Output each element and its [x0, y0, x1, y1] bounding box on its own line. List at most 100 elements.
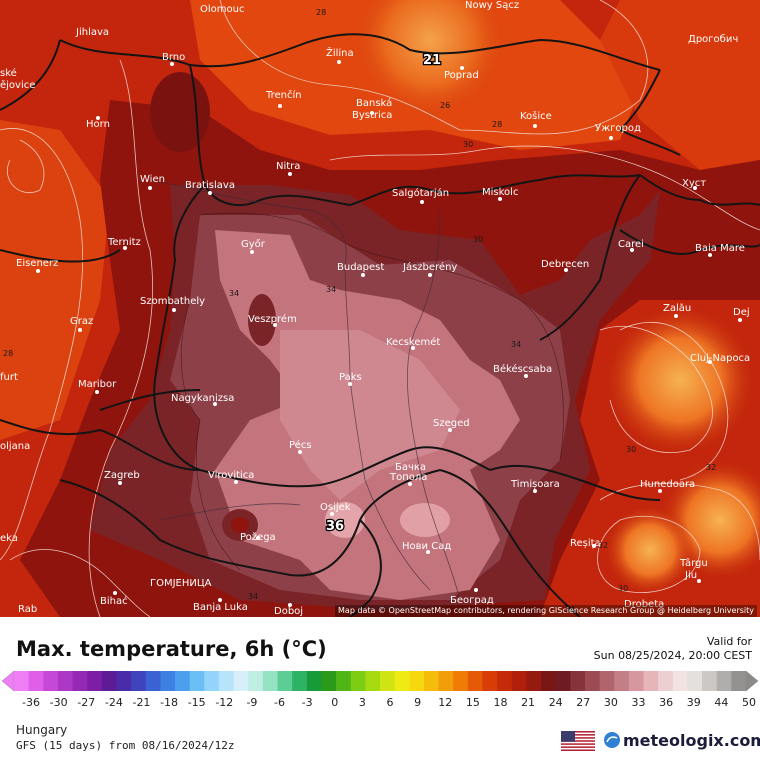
city-hunedoara[interactable]: Hunedoara [640, 479, 695, 493]
city-cluj-napoca[interactable]: Cluj-Napoca [690, 353, 750, 364]
city-paks[interactable]: Paks [339, 372, 362, 386]
city-horn[interactable]: Horn [86, 116, 110, 130]
scale-tick-label: -9 [246, 696, 258, 709]
city-zagreb[interactable]: Zagreb [104, 470, 140, 485]
scale-swatch [628, 671, 644, 691]
us-flag-icon[interactable] [561, 731, 595, 751]
city-partial-ceske[interactable]: ské [0, 67, 17, 79]
city-banja-luka[interactable]: Banja Luka [193, 598, 248, 613]
city-ternitz[interactable]: Ternitz [107, 237, 141, 250]
city-drohobych[interactable]: Дрогобич [688, 34, 738, 45]
city-nitra[interactable]: Nitra [276, 161, 300, 176]
svg-text:Debrecen: Debrecen [541, 259, 589, 270]
svg-text:Zalău: Zalău [663, 303, 691, 314]
city-kosice[interactable]: Košice [520, 110, 552, 128]
city-zalau[interactable]: Zalău [663, 303, 691, 318]
city-bratislava[interactable]: Bratislava [185, 180, 235, 195]
city-pozega[interactable]: Požega [240, 531, 276, 543]
svg-text:oljana: oljana [0, 441, 30, 452]
city-jihlava[interactable]: Jihlava [75, 27, 109, 38]
city-drobeta[interactable]: Drobeta [624, 599, 664, 610]
scale-swatch [292, 671, 308, 691]
city-partial-klagenfurt[interactable]: furt [0, 372, 18, 383]
cool-spot-west [150, 72, 210, 152]
city-carei[interactable]: Carei [618, 239, 644, 252]
svg-text:Kecskemét: Kecskemét [386, 336, 440, 348]
hot-spot-vojvodina [400, 503, 450, 537]
scale-swatch [380, 671, 396, 691]
city-bystrica[interactable]: Bystrica [352, 110, 392, 121]
city-targu[interactable]: Târgu [679, 557, 708, 569]
city-rab[interactable]: Rab [18, 604, 37, 615]
city-jiu[interactable]: Jiu [684, 570, 701, 583]
city-nagykanizsa[interactable]: Nagykanizsa [171, 393, 234, 406]
scale-swatch [131, 671, 147, 691]
city-wien[interactable]: Wien [140, 174, 165, 190]
city-uzhhorod[interactable]: Ужгород [595, 123, 641, 140]
city-jaszbereny[interactable]: Jászberény [402, 261, 457, 277]
model-run-info: GFS (15 days) from 08/16/2024/12z [16, 739, 235, 752]
city-trencin[interactable]: Trenčín [265, 89, 302, 108]
city-banska[interactable]: Banská [356, 97, 392, 115]
city-poprad[interactable]: Poprad [444, 66, 479, 81]
city-khust[interactable]: Хуст [682, 178, 706, 190]
city-miskolc[interactable]: Miskolc [482, 187, 518, 201]
city-partial-ljubljana[interactable]: oljana [0, 441, 30, 452]
scale-swatch [189, 671, 205, 691]
scale-swatch [72, 671, 88, 691]
city-bihac[interactable]: Bihać [100, 591, 128, 607]
svg-text:Дрогобич: Дрогобич [688, 34, 738, 45]
city-doboj[interactable]: Doboj [274, 603, 303, 617]
city-debrecen[interactable]: Debrecen [541, 259, 589, 272]
svg-text:Olomouc: Olomouc [200, 4, 244, 15]
city-bekescsaba[interactable]: Békéscsaba [493, 363, 552, 378]
weather-map[interactable]: Olomouc Nowy Sącz Jihlava Дрогобич Brno … [0, 0, 760, 617]
scale-tick-label: 30 [603, 696, 618, 709]
svg-text:21: 21 [423, 53, 441, 68]
city-gomjenica[interactable]: ГОМЈЕНИЦА [150, 578, 212, 589]
scale-tick-label: -15 [187, 696, 206, 709]
city-szombathely[interactable]: Szombathely [140, 296, 205, 312]
scale-swatch [248, 671, 264, 691]
city-partial-budejovice[interactable]: ějovice [0, 79, 35, 91]
city-resita[interactable]: Reșița [570, 538, 601, 549]
city-maribor[interactable]: Maribor [78, 379, 117, 394]
scale-swatch [336, 671, 352, 691]
max-value-labels: 21 36 [325, 52, 443, 536]
map-attribution[interactable]: Map data © OpenStreetMap contributors, r… [335, 605, 757, 617]
svg-text:Nitra: Nitra [276, 161, 300, 172]
scale-swatch [57, 671, 73, 691]
city-eisenerz[interactable]: Eisenerz [16, 258, 58, 273]
city-veszprem[interactable]: Veszprém [248, 313, 297, 327]
city-beograd[interactable]: Београд [450, 588, 494, 606]
city-partial-rijeka[interactable]: eka [0, 533, 18, 544]
city-brno[interactable]: Brno [162, 52, 185, 66]
city-novi-sad[interactable]: Нови Сад [402, 541, 451, 554]
city-kecskemet[interactable]: Kecskemét [386, 336, 440, 350]
city-pecs[interactable]: Pécs [289, 439, 312, 454]
city-nowy-sacz[interactable]: Nowy Sącz [465, 0, 519, 11]
scale-tick-label: 12 [438, 696, 453, 709]
city-budapest[interactable]: Budapest [337, 262, 384, 277]
city-gyor[interactable]: Győr [241, 238, 266, 254]
svg-text:36: 36 [326, 519, 344, 534]
city-baia-mare[interactable]: Baia Mare [695, 243, 745, 257]
city-salgotarjan[interactable]: Salgótarján [392, 187, 449, 204]
city-graz[interactable]: Graz [70, 316, 93, 332]
city-timisoara[interactable]: Timișoara [510, 479, 560, 493]
meteologix-logo[interactable]: meteologix.com [603, 729, 760, 751]
scale-swatch [482, 671, 498, 691]
svg-text:Drobeta: Drobeta [624, 599, 664, 610]
scale-swatch [555, 671, 571, 691]
city-olomouc[interactable]: Olomouc [200, 4, 244, 15]
city-dej[interactable]: Dej [733, 307, 750, 322]
city-szeged[interactable]: Szeged [433, 418, 470, 432]
scale-swatch [233, 671, 249, 691]
city-backa[interactable]: Бачка [395, 462, 426, 473]
city-virovitica[interactable]: Virovitica [208, 470, 254, 484]
city-osijek[interactable]: Osijek [320, 502, 351, 516]
svg-text:Salgótarján: Salgótarján [392, 187, 449, 199]
city-topola[interactable]: Топола [389, 472, 427, 486]
city-zilina[interactable]: Žilina [326, 46, 354, 64]
svg-text:Brno: Brno [162, 52, 185, 63]
